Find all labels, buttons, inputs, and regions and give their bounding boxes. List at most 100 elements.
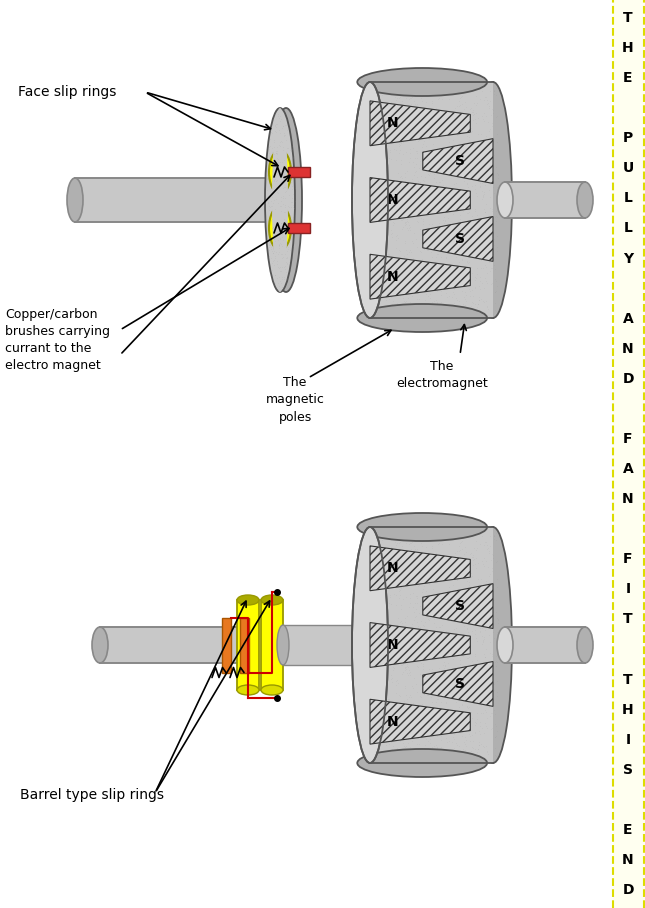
Point xyxy=(442,592,452,607)
Point xyxy=(483,115,493,130)
Point xyxy=(263,245,273,260)
Point xyxy=(479,589,489,604)
Point xyxy=(263,172,273,186)
Text: N: N xyxy=(387,270,399,283)
Point xyxy=(273,237,284,252)
Point xyxy=(419,153,430,168)
Point xyxy=(430,695,441,709)
Point xyxy=(422,153,433,168)
Point xyxy=(277,119,288,133)
Point xyxy=(422,299,432,313)
Point xyxy=(448,652,459,666)
Point xyxy=(381,674,391,688)
Point xyxy=(464,665,475,679)
Point xyxy=(419,123,429,137)
Point xyxy=(475,176,485,191)
Point xyxy=(411,187,421,202)
Point xyxy=(484,122,495,136)
Point xyxy=(386,230,397,244)
Point xyxy=(273,239,284,253)
Point xyxy=(438,556,448,570)
Point xyxy=(441,528,451,542)
Point xyxy=(463,180,473,194)
Point xyxy=(375,256,386,271)
Point xyxy=(490,658,501,673)
Point xyxy=(386,748,396,763)
Point xyxy=(400,101,410,115)
Point xyxy=(408,696,418,710)
Point xyxy=(273,195,283,210)
Point xyxy=(451,554,462,568)
Point xyxy=(440,658,450,673)
Point xyxy=(422,701,433,716)
Point xyxy=(262,183,272,197)
Point xyxy=(288,161,298,175)
Point xyxy=(425,165,435,180)
Point xyxy=(434,716,444,730)
Point xyxy=(409,104,419,119)
Point xyxy=(400,203,410,218)
Point xyxy=(279,179,289,193)
Point xyxy=(441,567,451,581)
Point xyxy=(390,124,400,139)
Point xyxy=(469,230,479,244)
Point xyxy=(274,270,284,284)
Point xyxy=(477,679,487,694)
Point xyxy=(372,550,382,565)
Point xyxy=(436,740,446,755)
Point xyxy=(420,556,430,570)
Point xyxy=(456,686,466,701)
Point xyxy=(479,90,490,104)
Point xyxy=(421,123,432,137)
Point xyxy=(430,83,441,97)
Point xyxy=(393,706,404,720)
Point xyxy=(420,723,430,737)
Point xyxy=(432,739,442,754)
Point xyxy=(485,244,495,259)
Point xyxy=(464,75,474,90)
Point xyxy=(275,260,285,274)
Point xyxy=(417,650,428,665)
Point xyxy=(406,207,416,222)
Point xyxy=(397,560,408,575)
Point xyxy=(424,637,435,651)
Point xyxy=(481,680,491,695)
Point xyxy=(411,561,421,576)
Point xyxy=(483,302,493,317)
Point xyxy=(377,690,388,705)
Point xyxy=(413,161,424,175)
Point xyxy=(367,271,377,286)
Point xyxy=(456,307,466,321)
Text: D: D xyxy=(622,883,634,897)
Point xyxy=(462,226,473,241)
Point xyxy=(493,166,503,181)
Point xyxy=(261,164,271,179)
Point xyxy=(407,86,417,101)
Point xyxy=(449,622,459,637)
Point xyxy=(279,129,290,143)
Point xyxy=(393,270,404,284)
Point xyxy=(277,230,287,244)
Point xyxy=(446,78,456,93)
Point xyxy=(268,158,279,173)
Point xyxy=(413,618,423,633)
Point xyxy=(412,522,422,537)
Point xyxy=(264,142,274,156)
Point xyxy=(421,139,432,153)
Point xyxy=(456,614,466,628)
Point xyxy=(405,591,415,606)
Point xyxy=(424,149,434,163)
Point xyxy=(424,662,434,676)
Point xyxy=(471,238,482,252)
Point xyxy=(372,262,382,277)
Point xyxy=(479,725,490,740)
Point xyxy=(461,113,471,127)
Point xyxy=(482,542,492,557)
Point xyxy=(478,189,488,203)
Point xyxy=(457,542,467,557)
Point xyxy=(484,210,494,224)
Point xyxy=(388,732,399,746)
Point xyxy=(463,651,473,666)
Point xyxy=(374,584,384,598)
Point xyxy=(419,607,429,621)
